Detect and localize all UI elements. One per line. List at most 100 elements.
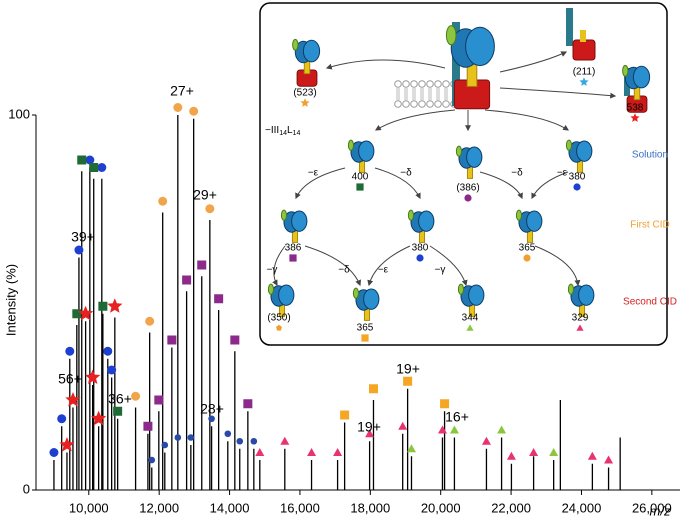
marker xyxy=(98,301,108,311)
marker xyxy=(529,448,539,456)
loss-label: −ε xyxy=(308,168,319,179)
complex-loss-part: −III xyxy=(265,125,279,136)
lipid xyxy=(418,80,426,88)
marker xyxy=(398,421,408,430)
marker xyxy=(113,406,123,416)
loss-label: −ε xyxy=(378,265,389,276)
marker xyxy=(464,194,472,202)
lipid xyxy=(410,100,418,108)
complex-loss: −III14L14 xyxy=(265,125,300,137)
lipid xyxy=(394,80,402,88)
marker xyxy=(224,430,232,438)
marker xyxy=(208,415,215,423)
arrow xyxy=(304,245,361,287)
node-label: 365 xyxy=(519,243,536,254)
marker xyxy=(107,365,117,375)
stalk xyxy=(580,30,586,42)
lipid xyxy=(410,80,418,88)
x-tick-label: 22,000 xyxy=(491,500,531,515)
arrow xyxy=(499,51,568,73)
x-tick-label: 14,000 xyxy=(210,500,250,515)
lipid xyxy=(434,100,442,108)
lipid xyxy=(426,80,434,88)
marker xyxy=(143,421,153,431)
marker xyxy=(365,429,375,438)
lipid-tail xyxy=(412,88,416,100)
head xyxy=(526,210,543,232)
node-label: 329 xyxy=(572,313,589,324)
marker xyxy=(97,163,107,172)
charge-label: 39+ xyxy=(71,229,95,245)
marker xyxy=(449,425,459,434)
inset-frame xyxy=(259,2,668,346)
epsilon xyxy=(457,283,465,295)
arrow xyxy=(367,245,411,287)
marker xyxy=(59,437,75,452)
charge-label: 19+ xyxy=(357,419,381,435)
charge-label: 29+ xyxy=(193,187,217,203)
lipid xyxy=(442,100,450,108)
epsilon xyxy=(515,209,523,221)
marker xyxy=(174,434,182,441)
arrow xyxy=(479,171,523,200)
marker xyxy=(340,410,350,420)
x-tick-label: 18,000 xyxy=(350,500,390,515)
marker xyxy=(579,77,589,86)
x-tick-label: 26,000 xyxy=(632,500,672,515)
complex-loss-part: 14 xyxy=(293,130,301,137)
head xyxy=(466,146,483,168)
marker xyxy=(173,103,183,112)
head xyxy=(465,26,495,67)
marker xyxy=(77,155,87,165)
stage-label: Solution xyxy=(632,150,668,161)
b-subunit xyxy=(452,22,460,106)
head xyxy=(302,39,321,63)
marker xyxy=(255,448,265,456)
marker xyxy=(280,436,290,445)
marker xyxy=(182,275,192,285)
marker xyxy=(416,254,424,262)
marker xyxy=(85,155,95,165)
head xyxy=(632,65,651,89)
node-label: 380 xyxy=(569,172,586,183)
head xyxy=(363,288,380,310)
head xyxy=(291,210,308,232)
marker xyxy=(57,414,67,424)
epsilon xyxy=(445,25,457,46)
marker xyxy=(406,444,416,453)
plot-area: 39+ 27+ 29+ 56+ 36+ 28+ 19+ 19+ 16+ xyxy=(49,83,621,490)
epsilon xyxy=(292,38,299,51)
marker xyxy=(549,448,559,456)
marker xyxy=(167,335,177,345)
charge-label: 56+ xyxy=(58,371,82,387)
loss-label: −γ xyxy=(267,265,278,276)
arrow xyxy=(531,171,569,200)
node-label: (386) xyxy=(456,183,479,194)
marker xyxy=(154,395,164,405)
arrow xyxy=(374,109,456,131)
epsilon xyxy=(280,209,288,221)
marker xyxy=(214,294,224,304)
marker xyxy=(243,399,253,409)
marker xyxy=(356,183,364,191)
marker xyxy=(103,346,113,356)
marker xyxy=(49,448,59,457)
marker xyxy=(187,434,195,441)
epsilon xyxy=(407,209,415,221)
lipid-tail xyxy=(396,88,400,100)
marker xyxy=(368,384,378,394)
subunit-base xyxy=(572,39,596,61)
marker xyxy=(523,254,531,262)
lipid-tail xyxy=(436,88,440,100)
marker xyxy=(276,324,282,331)
marker xyxy=(289,254,297,262)
marker xyxy=(85,369,101,384)
lipid-tail xyxy=(404,88,408,100)
complex-loss-part: L xyxy=(287,125,293,136)
node-label: 365 xyxy=(357,323,374,334)
marker xyxy=(230,335,240,345)
marker xyxy=(91,410,107,426)
marker xyxy=(197,260,207,270)
epsilon xyxy=(352,287,360,299)
epsilon xyxy=(455,145,463,157)
